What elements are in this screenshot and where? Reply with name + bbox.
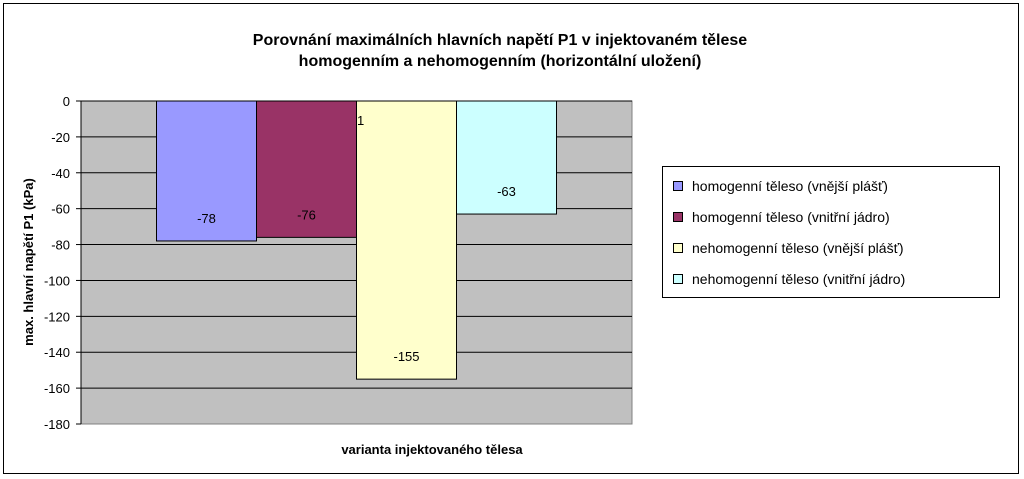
bar-data-label: -155 bbox=[393, 349, 419, 364]
bar bbox=[356, 100, 457, 380]
y-tick-label: -160 bbox=[44, 381, 70, 396]
legend-swatch bbox=[673, 243, 683, 253]
legend-item: nehomogenní těleso (vnější plášť) bbox=[673, 237, 903, 259]
y-tick-label: -20 bbox=[51, 130, 70, 145]
y-axis-ticks: 0 -20 -40 -60 -80 -100 -120 -140 -160 -180 bbox=[44, 94, 81, 432]
y-tick-label: 0 bbox=[63, 94, 70, 109]
legend-item: nehomogenní těleso (vnitřní jádro) bbox=[673, 268, 905, 290]
y-tick-label: -100 bbox=[44, 273, 70, 288]
legend-item: homogenní těleso (vnější plášť) bbox=[673, 175, 888, 197]
chart-subtitle: homogenním a nehomogenním (horizontální … bbox=[298, 53, 702, 70]
legend-item: homogenní těleso (vnitřní jádro) bbox=[673, 206, 890, 228]
bar-data-label: -76 bbox=[297, 207, 316, 222]
bar-data-label: -63 bbox=[497, 184, 516, 199]
y-tick-label: -140 bbox=[44, 345, 70, 360]
y-tick-label: -40 bbox=[51, 166, 70, 181]
y-tick-label: -60 bbox=[51, 202, 70, 217]
bars: -78 -76 -155 -63 bbox=[156, 100, 557, 380]
bar-data-label: -78 bbox=[197, 211, 216, 226]
x-axis-label: varianta injektovaného tělesa bbox=[341, 442, 523, 457]
legend-swatch bbox=[673, 212, 683, 222]
legend-label: nehomogenní těleso (vnitřní jádro) bbox=[692, 271, 906, 287]
stray-label: 1 bbox=[357, 113, 364, 128]
y-tick-label: -120 bbox=[44, 309, 70, 324]
legend-label: homogenní těleso (vnitřní jádro) bbox=[692, 209, 890, 225]
bar bbox=[156, 100, 257, 242]
y-tick-label: -180 bbox=[44, 417, 70, 432]
legend-swatch bbox=[673, 274, 683, 284]
y-axis-label: max. hlavní napětí P1 (kPa) bbox=[21, 178, 36, 346]
chart-title-block: Porovnání maximálních hlavních napětí P1… bbox=[0, 30, 1000, 72]
chart-title: Porovnání maximálních hlavních napětí P1… bbox=[252, 32, 748, 49]
bar bbox=[456, 100, 557, 215]
y-tick-label: -80 bbox=[51, 238, 70, 253]
legend-label: homogenní těleso (vnější plášť) bbox=[692, 178, 888, 194]
legend: homogenní těleso (vnější plášť) homogenní… bbox=[662, 166, 1000, 298]
legend-label: nehomogenní těleso (vnější plášť) bbox=[692, 240, 904, 256]
legend-swatch bbox=[673, 181, 683, 191]
bar bbox=[256, 100, 357, 238]
